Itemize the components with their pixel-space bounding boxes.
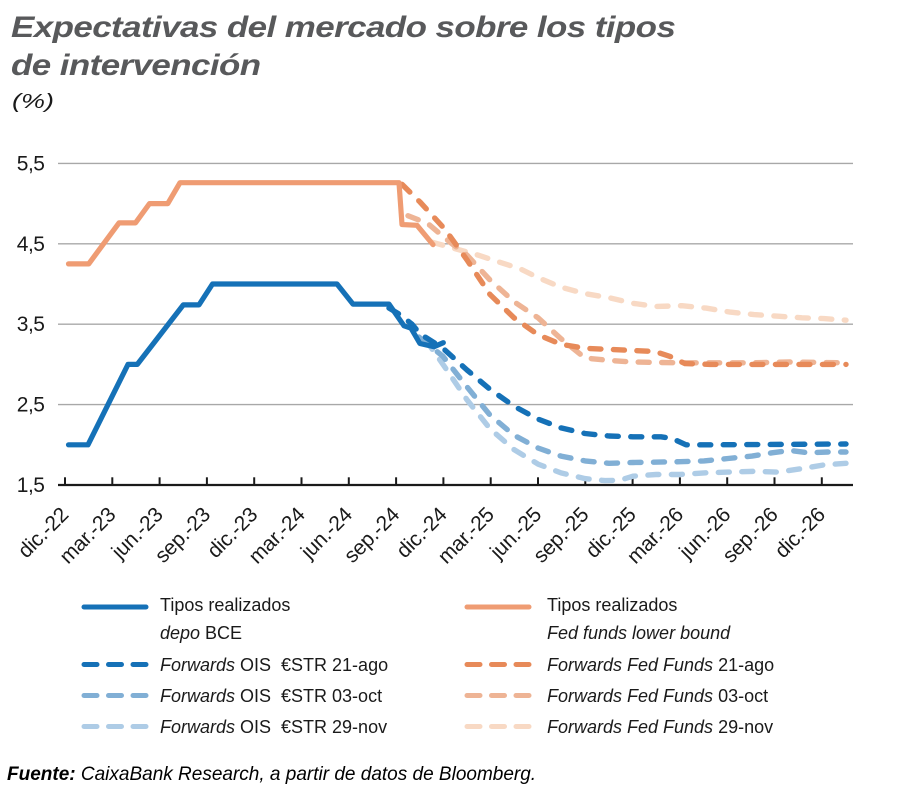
svg-text:1,5: 1,5 bbox=[17, 474, 45, 497]
svg-text:4,5: 4,5 bbox=[17, 233, 45, 256]
svg-text:5,5: 5,5 bbox=[17, 152, 45, 175]
svg-text:2,5: 2,5 bbox=[17, 394, 45, 417]
svg-text:dic.-26: dic.-26 bbox=[770, 503, 829, 562]
svg-text:3,5: 3,5 bbox=[17, 313, 45, 336]
